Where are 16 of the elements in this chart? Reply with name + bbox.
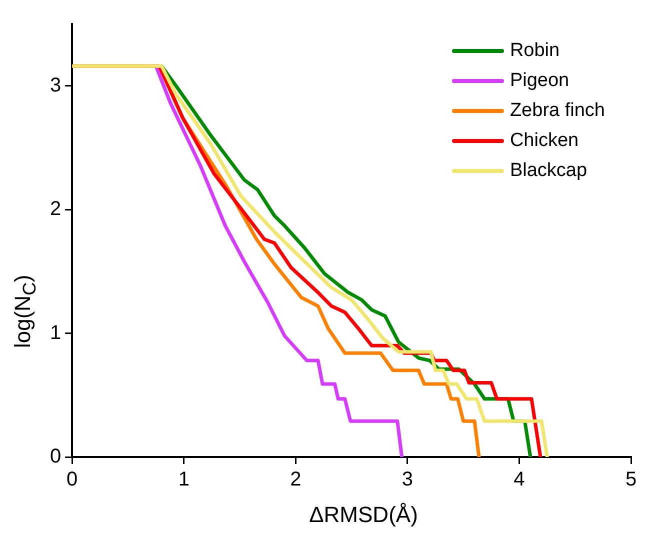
legend-label: Robin	[510, 40, 560, 62]
legend-label: Blackcap	[510, 160, 588, 182]
x-axis-title: ΔRMSD(Å)	[308, 502, 419, 528]
x-tick-label: 1	[178, 468, 190, 491]
x-tick-label: 3	[402, 468, 414, 491]
x-tick-label: 4	[514, 468, 525, 491]
x-tick-label: 2	[290, 468, 302, 491]
y-tick-label: 1	[50, 322, 62, 344]
legend-label: Pigeon	[510, 70, 570, 92]
legend-label: Zebra finch	[510, 100, 605, 122]
x-tick-label: 5	[625, 468, 637, 491]
legend-label: Chicken	[510, 130, 579, 152]
x-tick-label: 0	[66, 468, 78, 491]
y-tick-label: 0	[50, 446, 62, 468]
y-tick-label: 2	[50, 198, 62, 220]
y-tick-label: 3	[50, 74, 62, 96]
